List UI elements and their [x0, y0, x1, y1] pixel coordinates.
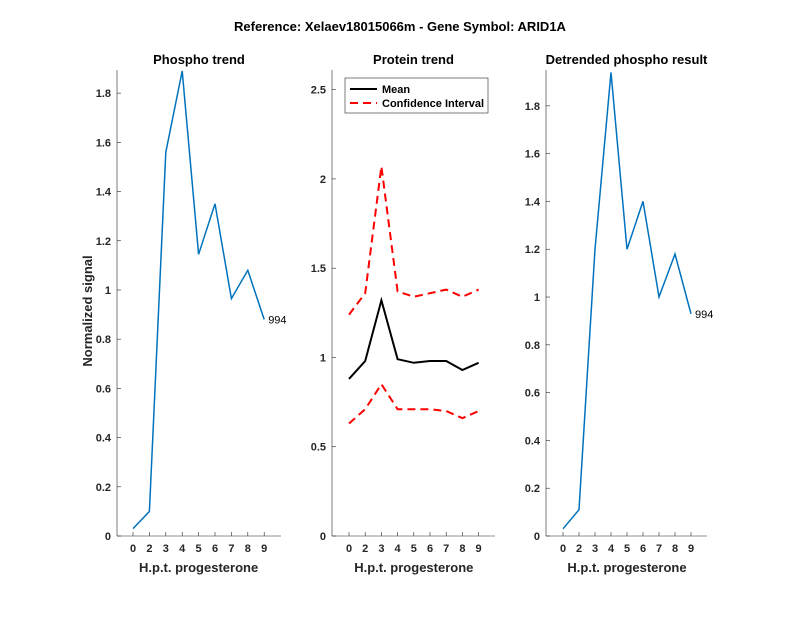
y-tick-label: 1.4 — [96, 187, 112, 199]
panel-title: Protein trend — [373, 52, 454, 67]
y-tick-label: 0.2 — [525, 483, 540, 495]
y-tick-label: 0.2 — [96, 482, 111, 494]
x-tick-label: 3 — [378, 543, 384, 555]
legend-label: Mean — [382, 84, 410, 96]
x-tick-label: 2 — [362, 543, 368, 555]
x-tick-label: 7 — [656, 543, 662, 555]
y-axis-label: Normalized signal — [80, 255, 95, 366]
x-tick-label: 5 — [624, 543, 630, 555]
y-tick-label: 0.6 — [96, 383, 111, 395]
x-tick-label: 0 — [346, 543, 352, 555]
x-axis-label: H.p.t. progesterone — [567, 560, 686, 575]
y-tick-label: 1 — [320, 352, 326, 364]
point-annotation: 994 — [268, 314, 286, 326]
y-tick-label: 0 — [534, 531, 540, 543]
x-tick-label: 8 — [459, 543, 465, 555]
x-tick-label: 9 — [688, 543, 694, 555]
x-tick-label: 5 — [196, 543, 202, 555]
x-tick-label: 3 — [163, 543, 169, 555]
panel-3: Detrended phospho result 0 0.2 0.4 0.6 0.8 1 1.… — [525, 52, 714, 575]
y-tick-label: 0.8 — [96, 334, 111, 346]
series-line-confidence-interval-lower — [348, 382, 480, 425]
x-tick-label: 9 — [261, 543, 267, 555]
y-tick-label: 1.4 — [525, 196, 541, 208]
x-tick-label: 7 — [228, 543, 234, 555]
y-tick-label: 2 — [320, 174, 326, 186]
x-tick-label: 2 — [146, 543, 152, 555]
y-tick-label: 1.6 — [525, 149, 540, 161]
series-line-confidence-interval — [348, 166, 480, 316]
x-tick-label: 6 — [427, 543, 433, 555]
series-line-mean — [348, 296, 480, 380]
legend-label: Confidence Interval — [382, 98, 484, 110]
y-tick-label: 0 — [320, 531, 326, 543]
y-tick-label: 1.2 — [525, 244, 540, 256]
x-tick-label: 7 — [443, 543, 449, 555]
x-tick-label: 6 — [640, 543, 646, 555]
y-tick-label: 2.5 — [311, 85, 326, 97]
panels: Phospho trend 0 0.2 0.4 0.6 0.8 1 1.2 1.4 1.6 1.8 0… — [80, 52, 713, 575]
figure-suptitle: Reference: Xelaev18015066m - Gene Symbol… — [234, 19, 567, 34]
x-tick-label: 0 — [560, 543, 566, 555]
x-tick-label: 3 — [592, 543, 598, 555]
y-tick-label: 1 — [534, 292, 540, 304]
x-tick-label: 0 — [130, 543, 136, 555]
panel-title: Phospho trend — [153, 52, 245, 67]
y-tick-label: 0.5 — [311, 442, 326, 454]
y-tick-label: 1.2 — [96, 236, 111, 248]
panel-1: Phospho trend 0 0.2 0.4 0.6 0.8 1 1.2 1.4 1.6 1.8 0… — [80, 52, 287, 575]
y-tick-label: 1 — [105, 285, 111, 297]
legend: Mean Confidence Interval — [344, 77, 489, 114]
x-tick-label: 5 — [411, 543, 417, 555]
x-tick-label: 8 — [245, 543, 251, 555]
x-tick-label: 2 — [576, 543, 582, 555]
y-tick-label: 1.5 — [311, 263, 326, 275]
legend-box — [344, 77, 489, 114]
y-tick-label: 1.8 — [96, 88, 111, 100]
y-tick-label: 0.6 — [525, 388, 540, 400]
y-tick-label: 0.4 — [525, 435, 541, 447]
x-tick-label: 4 — [608, 543, 615, 555]
x-tick-label: 8 — [672, 543, 678, 555]
x-tick-label: 9 — [476, 543, 482, 555]
series-line-detrended-phospho — [562, 72, 692, 530]
y-tick-label: 0.8 — [525, 340, 540, 352]
series-line-phospho — [132, 70, 265, 530]
y-tick-label: 0 — [105, 531, 111, 543]
y-tick-label: 1.6 — [96, 137, 111, 149]
x-axis-label: H.p.t. progesterone — [354, 560, 473, 575]
y-tick-label: 1.8 — [525, 101, 540, 113]
x-tick-label: 6 — [212, 543, 218, 555]
panel-title: Detrended phospho result — [546, 52, 708, 67]
y-tick-label: 0.4 — [96, 433, 112, 445]
point-annotation: 994 — [695, 309, 713, 321]
x-tick-label: 4 — [179, 543, 186, 555]
x-tick-label: 4 — [395, 543, 402, 555]
x-axis-label: H.p.t. progesterone — [139, 560, 258, 575]
